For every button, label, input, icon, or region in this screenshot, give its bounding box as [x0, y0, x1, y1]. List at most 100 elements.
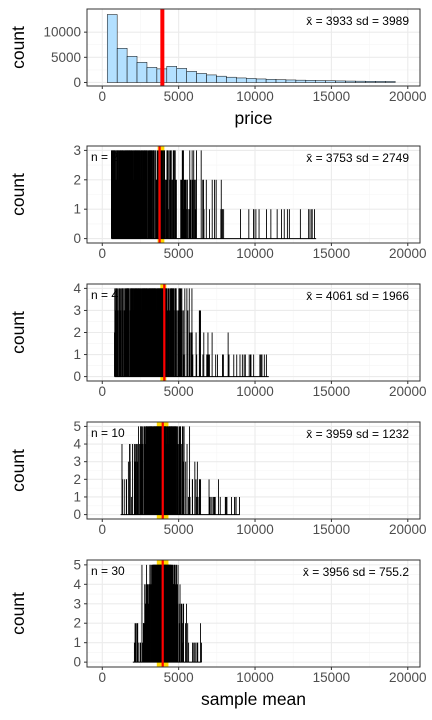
y-tick-label: 3	[73, 303, 81, 318]
mean-stat: x̄ = 4061	[306, 289, 356, 303]
x-tick-label: 5000	[164, 384, 194, 399]
x-tick-label: 0	[99, 670, 107, 685]
panel-border	[86, 559, 421, 668]
histogram-bar	[265, 79, 277, 83]
y-tick-label: 2	[73, 172, 81, 187]
mean-stat: x̄ = 3959	[306, 427, 356, 441]
histogram-bar	[335, 80, 346, 83]
y-tick-label: 10000	[43, 25, 81, 40]
mean-stat: x̄ = 3753	[306, 151, 356, 165]
histogram-bar	[375, 81, 386, 83]
panel-5: n = 30 x̄ = 3956 sd = 755.2 0 5000 10000 1500…	[8, 557, 427, 709]
x-tick-label: 15000	[313, 384, 351, 399]
y-tick-label: 3	[73, 596, 81, 611]
y-tick-label: 0	[73, 655, 81, 670]
x-tick-label: 20000	[389, 384, 427, 399]
histogram-bar	[355, 80, 366, 83]
x-tick-label: 20000	[389, 670, 427, 685]
stats-annotation: x̄ = 3956 sd = 755.2	[303, 565, 409, 579]
x-tick-label: 15000	[313, 246, 351, 261]
x-tick-label: 5000	[164, 89, 194, 104]
x-tick-label: 20000	[389, 89, 427, 104]
stats-annotation: x̄ = 3933 sd = 3989	[306, 14, 409, 28]
sample-size-label: n = 2	[91, 150, 118, 164]
histogram-bar	[216, 75, 227, 83]
histogram-bar	[345, 80, 356, 83]
mean-stat: x̄ = 3933	[306, 14, 356, 28]
panel-3: n = 4 x̄ = 4061 sd = 1966 0 5000 10000 15000 2…	[8, 281, 427, 399]
x-tick-label: 15000	[313, 522, 351, 537]
histogram-bar	[196, 73, 207, 83]
x-tick-label: 10000	[236, 670, 274, 685]
mean-stat: x̄ = 3956	[303, 565, 353, 579]
y-tick-label: 5000	[51, 50, 81, 65]
histogram-bar	[186, 71, 197, 83]
y-axis-title: count	[8, 311, 28, 354]
sample-size-label: n = 4	[91, 288, 118, 302]
x-tick-label: 20000	[389, 522, 427, 537]
histogram-bar	[136, 62, 148, 83]
x-tick-label: 15000	[313, 89, 351, 104]
sample-size-label: n = 30	[91, 564, 125, 578]
histogram-bar	[176, 68, 187, 83]
histogram-bar	[384, 81, 396, 83]
x-tick-label: 0	[99, 522, 107, 537]
panel-2: n = 2 x̄ = 3753 sd = 2749 0 5000 10000 15000 2…	[8, 143, 427, 261]
x-tick-label: 10000	[236, 384, 274, 399]
histogram-bar	[285, 79, 297, 83]
sd-stat: sd = 3989	[356, 14, 409, 28]
histogram-bar	[226, 76, 237, 83]
x-axis-title: price	[235, 108, 273, 128]
histogram-bar	[126, 56, 138, 83]
y-axis-title: count	[8, 592, 28, 635]
panel-border	[86, 421, 421, 520]
y-tick-label: 1	[73, 347, 81, 362]
y-tick-label: 0	[73, 231, 81, 246]
x-tick-label: 10000	[236, 522, 274, 537]
x-tick-label: 5000	[164, 670, 194, 685]
x-tick-label: 0	[99, 384, 107, 399]
y-axis-title: count	[8, 449, 28, 492]
y-tick-label: 5	[73, 419, 81, 434]
histogram-bar	[236, 77, 247, 83]
y-axis-title: count	[8, 173, 28, 216]
x-tick-label: 15000	[313, 670, 351, 685]
histogram-bar	[305, 80, 316, 83]
histogram-bar	[315, 80, 326, 83]
y-tick-label: 0	[73, 507, 81, 522]
sd-stat: sd = 2749	[356, 151, 409, 165]
panel-1: x̄ = 3933 sd = 3989 0 5000 10000 15000 20000 0…	[8, 8, 427, 128]
histogram-bar	[116, 48, 128, 83]
x-tick-label: 5000	[164, 246, 194, 261]
y-tick-label: 2	[73, 325, 81, 340]
stats-annotation: x̄ = 3753 sd = 2749	[306, 151, 409, 165]
y-tick-label: 1	[73, 635, 81, 650]
x-tick-label: 10000	[236, 89, 274, 104]
y-tick-label: 1	[73, 489, 81, 504]
histogram-bar	[206, 74, 217, 83]
histogram-bar	[255, 78, 267, 83]
y-tick-label: 1	[73, 202, 81, 217]
histogram-bar	[166, 66, 177, 83]
histogram-bar	[365, 81, 376, 83]
y-tick-label: 2	[73, 616, 81, 631]
y-tick-label: 4	[73, 281, 81, 296]
y-axis-title: count	[8, 26, 28, 69]
x-tick-label: 0	[99, 89, 107, 104]
y-tick-label: 4	[73, 577, 81, 592]
y-tick-label: 5	[73, 557, 81, 572]
x-tick-label: 20000	[389, 246, 427, 261]
y-tick-label: 4	[73, 437, 81, 452]
x-tick-label: 10000	[236, 246, 274, 261]
panel-border	[86, 8, 421, 87]
histogram-bar	[275, 79, 287, 83]
x-tick-label: 0	[99, 246, 107, 261]
histogram-bar	[106, 14, 118, 83]
stats-annotation: x̄ = 4061 sd = 1966	[306, 289, 409, 303]
y-tick-label: 2	[73, 472, 81, 487]
histogram-bar	[295, 79, 307, 83]
x-tick-label: 5000	[164, 522, 194, 537]
x-axis-title: sample mean	[201, 689, 306, 709]
